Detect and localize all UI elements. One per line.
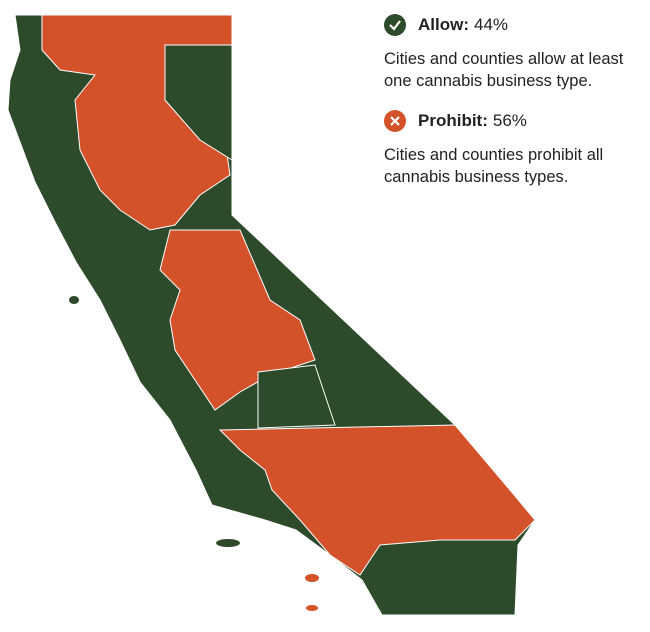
region-allow xyxy=(257,364,336,429)
island xyxy=(305,574,319,582)
legend-label: Prohibit: xyxy=(418,111,488,130)
check-mark xyxy=(389,20,401,31)
allow-icon xyxy=(384,14,406,36)
island xyxy=(69,296,79,304)
legend-share: 44% xyxy=(474,15,509,34)
x-mark xyxy=(390,116,400,126)
legend-item: Prohibit: 56% Cities and counties prohib… xyxy=(384,110,634,188)
legend: Allow: 44% Cities and counties allow at … xyxy=(384,14,634,206)
legend-description: Cities and counties prohibit all cannabi… xyxy=(384,146,604,186)
legend-item: Allow: 44% Cities and counties allow at … xyxy=(384,14,634,92)
region-prohibit xyxy=(159,229,316,411)
prohibit-icon xyxy=(384,110,406,132)
legend-label: Allow: xyxy=(418,15,469,34)
legend-head: Prohibit: 56% xyxy=(384,110,634,132)
region-allow xyxy=(164,44,233,161)
legend-head: Allow: 44% xyxy=(384,14,634,36)
island xyxy=(306,605,318,611)
legend-description: Cities and counties allow at least one c… xyxy=(384,50,624,90)
region-prohibit xyxy=(218,424,536,576)
island xyxy=(216,539,240,547)
legend-share: 56% xyxy=(492,111,527,130)
